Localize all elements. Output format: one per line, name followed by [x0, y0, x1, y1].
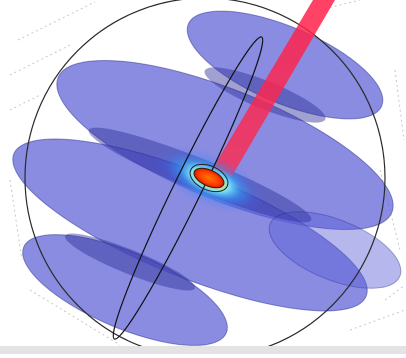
enclosing-sphere: [24, 0, 386, 358]
hotspot-ring: [189, 163, 229, 193]
grid-line: [349, 309, 406, 331]
inner-lens-outline: [112, 36, 264, 340]
disk-lower: [22, 234, 228, 346]
grid-line: [9, 94, 41, 111]
bottom-strip: [0, 346, 406, 354]
grid-line: [9, 179, 23, 261]
grid-line: [17, 1, 96, 41]
grid-line: [394, 69, 405, 141]
overlap-band: [64, 233, 196, 291]
grid-line: [9, 44, 71, 76]
grid-line: [384, 284, 406, 301]
disk-right-fragment: [268, 211, 402, 289]
jet-beam: [213, 0, 335, 176]
central-hotspot: [193, 167, 225, 189]
